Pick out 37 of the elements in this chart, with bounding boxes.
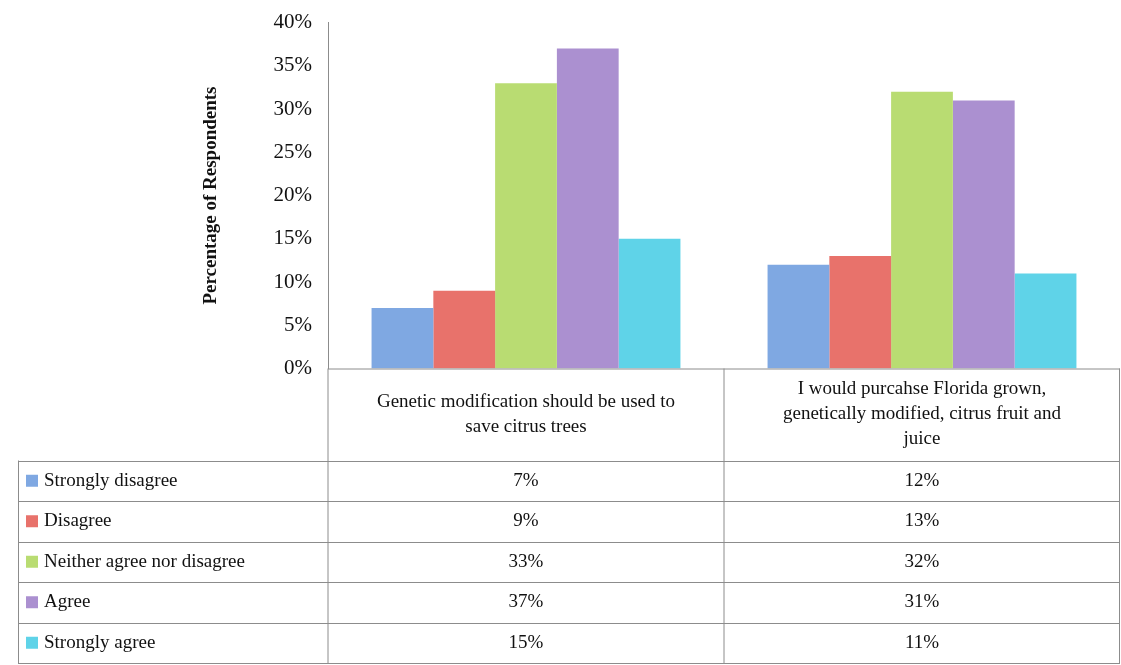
- data-label: 15%: [508, 630, 544, 652]
- data-label: 37%: [508, 590, 544, 612]
- y-tick-label: 10%: [273, 268, 312, 293]
- y-axis-title: Percentage of Respondents: [199, 86, 221, 305]
- x-tick-label: Genetic modification should be used to save citrus trees: [376, 389, 676, 436]
- x-tick-label: I would purcahse Florida grown, genetically modified, citrus fruit and juice: [782, 377, 1062, 449]
- y-tick-label: 25%: [273, 138, 312, 163]
- bar: [829, 256, 892, 369]
- y-tick-label: 15%: [273, 225, 312, 250]
- data-label: 9%: [513, 509, 539, 531]
- data-label: 33%: [508, 549, 544, 571]
- bar: [371, 307, 434, 369]
- bar: [952, 100, 1015, 369]
- legend-label: Agree: [44, 590, 91, 612]
- y-tick-label: 5%: [284, 311, 312, 336]
- y-tick-label: 0%: [284, 355, 312, 380]
- data-label: 31%: [904, 590, 940, 612]
- y-tick-label: 40%: [273, 9, 312, 34]
- legend-label: Neither agree nor disagree: [44, 549, 245, 571]
- y-tick-label: 20%: [273, 182, 312, 207]
- bar: [495, 83, 557, 369]
- bar: [767, 264, 830, 369]
- bar: [1014, 273, 1077, 369]
- data-label: 11%: [904, 630, 940, 652]
- legend-label: Disagree: [44, 509, 112, 531]
- bar: [556, 48, 619, 369]
- y-tick-label: 30%: [273, 95, 312, 120]
- data-label: 32%: [904, 549, 940, 571]
- legend-label: Strongly disagree: [44, 468, 178, 490]
- bar: [891, 91, 953, 369]
- bar: [618, 238, 681, 369]
- y-tick-label: 35%: [273, 52, 312, 77]
- data-label: 13%: [904, 509, 940, 531]
- data-label: 7%: [513, 468, 539, 490]
- data-label: 12%: [904, 468, 940, 490]
- legend-label: Strongly agree: [44, 630, 156, 652]
- bar: [433, 290, 496, 369]
